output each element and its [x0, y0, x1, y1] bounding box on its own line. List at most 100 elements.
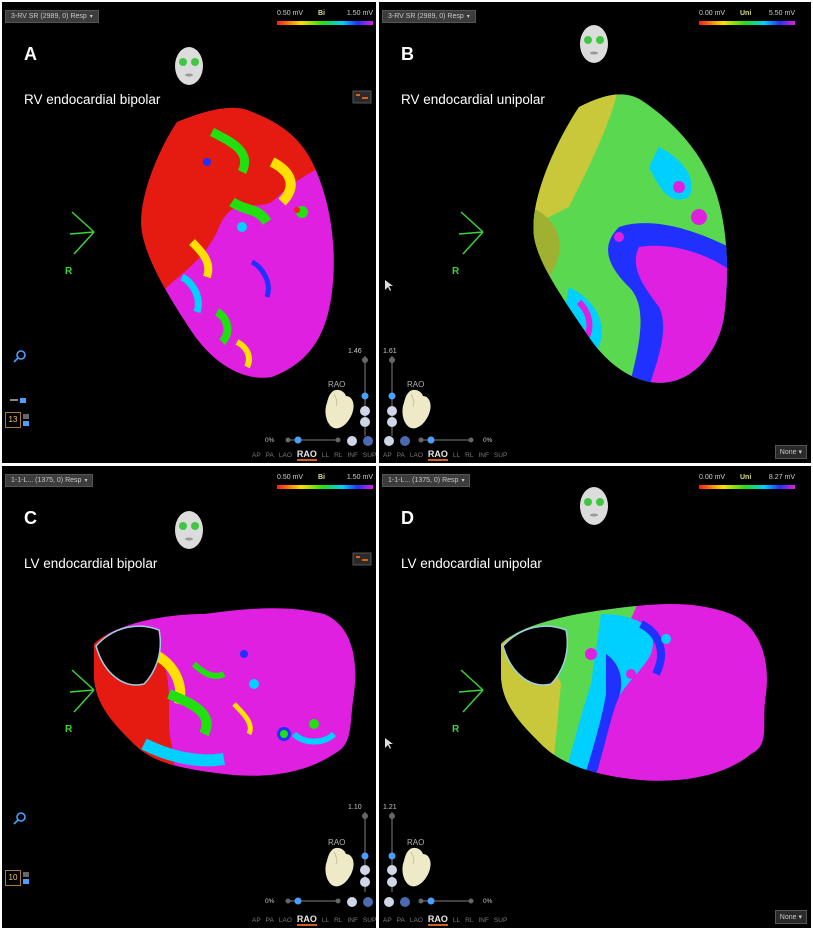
tab-sup[interactable]: SUP — [362, 452, 376, 459]
tab-ap[interactable]: AP — [383, 452, 392, 459]
tab-inf[interactable]: INF — [347, 452, 358, 459]
tab-rao[interactable]: RAO — [427, 449, 448, 461]
tab-ll[interactable]: LL — [321, 452, 330, 459]
colorbar-mode: Uni — [740, 474, 752, 481]
map-selector[interactable]: 3-RV SR (2989, 0) Resp ▾ — [5, 10, 99, 23]
tab-inf[interactable]: INF — [478, 452, 489, 459]
tab-pa[interactable]: PA — [396, 452, 405, 459]
transparency-slider[interactable] — [417, 434, 477, 446]
zoom-value: 1.46 — [348, 348, 362, 355]
tab-inf[interactable]: INF — [478, 917, 489, 924]
tab-ap[interactable]: AP — [252, 452, 261, 459]
point-count-box[interactable]: 10 — [5, 870, 21, 886]
colorbar-mode: Uni — [740, 10, 752, 17]
axis-indicator-icon — [69, 669, 95, 713]
view-buttons[interactable] — [383, 895, 413, 909]
zoom-slider[interactable] — [360, 812, 370, 892]
display-dropdown[interactable]: None ▾ — [774, 910, 807, 924]
axis-indicator-icon — [458, 211, 484, 255]
tab-sup[interactable]: SUP — [493, 917, 508, 924]
lv-unipolar-map[interactable] — [491, 594, 781, 789]
display-dropdown[interactable]: None ▾ — [774, 445, 807, 459]
chevron-down-icon: ▾ — [461, 478, 465, 484]
panel-caption: LV endocardial unipolar — [401, 556, 542, 571]
colorbar-min: 0.50 mV — [277, 10, 304, 17]
tab-inf[interactable]: INF — [347, 917, 358, 924]
heart-view-label: RAO — [407, 380, 425, 389]
layers-icon[interactable] — [352, 552, 372, 566]
tab-ap[interactable]: AP — [383, 917, 392, 924]
colorbar-gradient — [699, 21, 795, 25]
zoom-slider[interactable] — [387, 812, 397, 892]
mouse-cursor-icon — [385, 280, 393, 291]
colorbar-gradient — [277, 21, 373, 25]
map-name: 1-1-L... (1375, 0) Resp — [11, 477, 82, 484]
panel-caption: RV endocardial unipolar — [401, 92, 545, 107]
view-buttons[interactable] — [346, 434, 376, 448]
axis-label: R — [65, 724, 73, 735]
tab-rao[interactable]: RAO — [427, 914, 448, 926]
rv-bipolar-map[interactable] — [122, 92, 362, 382]
search-icon[interactable] — [8, 348, 30, 364]
voltage-colorbar: 0.50 mV Bi 1.50 mV — [277, 474, 373, 492]
rv-unipolar-map[interactable] — [529, 87, 769, 387]
axis-label: R — [65, 266, 73, 277]
tab-lao[interactable]: LAO — [278, 917, 292, 924]
lock-icon[interactable] — [22, 870, 30, 886]
colorbar-mode: Bi — [318, 474, 325, 481]
tab-ll[interactable]: LL — [321, 917, 330, 924]
panel-d-lv-unipolar: 1-1-L... (1375, 0) Resp ▾ 0.00 mV Uni 8.2… — [379, 466, 811, 928]
tab-rl[interactable]: RL — [334, 917, 343, 924]
tab-rl[interactable]: RL — [465, 452, 474, 459]
tab-pa[interactable]: PA — [265, 917, 274, 924]
map-name: 3-RV SR (2989, 0) Resp — [388, 13, 464, 20]
view-tabs: AP PA LAO RAO LL RL INF SUP — [383, 449, 512, 461]
tab-lao[interactable]: LAO — [278, 452, 292, 459]
map-selector[interactable]: 1-1-L... (1375, 0) Resp ▾ — [5, 474, 94, 487]
colorbar-mode: Bi — [318, 10, 325, 17]
map-selector[interactable]: 3-RV SR (2989, 0) Resp ▾ — [382, 10, 476, 23]
colorbar-max: 5.50 mV — [768, 10, 795, 17]
tab-pa[interactable]: PA — [265, 452, 274, 459]
mouse-cursor-icon — [385, 738, 393, 749]
voltage-colorbar: 0.00 mV Uni 5.50 mV — [699, 10, 795, 28]
lv-bipolar-map[interactable] — [84, 594, 364, 784]
view-buttons[interactable] — [383, 434, 413, 448]
transparency-value: 0% — [483, 898, 493, 905]
layers-icon[interactable] — [352, 90, 372, 104]
tab-lao[interactable]: LAO — [409, 917, 423, 924]
axis-indicator-icon — [458, 669, 484, 713]
tab-sup[interactable]: SUP — [493, 452, 508, 459]
view-tabs: AP PA LAO RAO LL RL INF SUP — [383, 914, 512, 926]
lock-icon[interactable] — [22, 412, 30, 428]
transparency-slider[interactable] — [417, 895, 477, 907]
zoom-slider[interactable] — [360, 356, 370, 436]
tab-rao[interactable]: RAO — [296, 449, 317, 461]
tab-ll[interactable]: LL — [452, 917, 461, 924]
heart-orientation-icon — [325, 847, 354, 887]
orientation-face-icon — [580, 487, 608, 525]
tab-lao[interactable]: LAO — [409, 452, 423, 459]
transparency-slider[interactable] — [284, 895, 344, 907]
tab-ll[interactable]: LL — [452, 452, 461, 459]
heart-view-label: RAO — [328, 838, 346, 847]
tab-ap[interactable]: AP — [252, 917, 261, 924]
settings-icon[interactable] — [8, 396, 30, 410]
zoom-slider[interactable] — [387, 356, 397, 436]
tab-sup[interactable]: SUP — [362, 917, 376, 924]
panel-c-lv-bipolar: 1-1-L... (1375, 0) Resp ▾ 0.50 mV Bi 1.50… — [2, 466, 376, 928]
map-selector[interactable]: 1-1-L... (1375, 0) Resp ▾ — [382, 474, 471, 487]
tab-rl[interactable]: RL — [334, 452, 343, 459]
panel-letter: B — [401, 44, 414, 64]
panel-caption: LV endocardial bipolar — [24, 556, 158, 571]
axis-indicator-icon — [69, 211, 95, 255]
view-buttons[interactable] — [346, 895, 376, 909]
dropdown-value: None — [779, 449, 797, 456]
tab-rao[interactable]: RAO — [296, 914, 317, 926]
tab-rl[interactable]: RL — [465, 917, 474, 924]
tab-pa[interactable]: PA — [396, 917, 405, 924]
colorbar-min: 0.00 mV — [699, 474, 726, 481]
transparency-slider[interactable] — [284, 434, 344, 446]
point-count-box[interactable]: 13 — [5, 412, 21, 428]
search-icon[interactable] — [8, 810, 30, 826]
